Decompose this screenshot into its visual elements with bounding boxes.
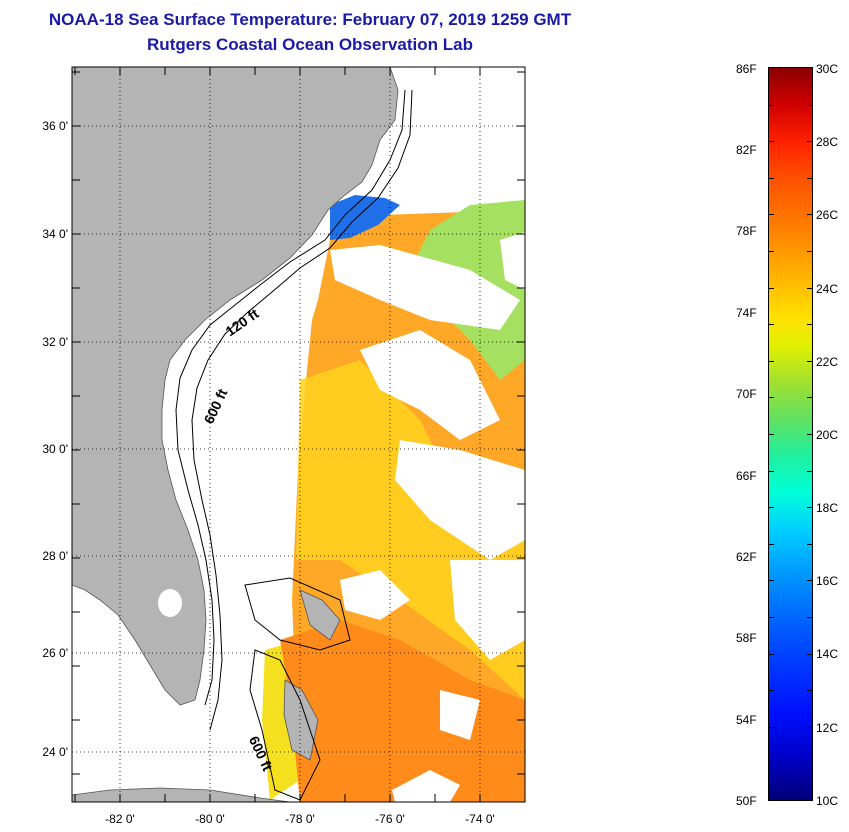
- colorbar-tick: [769, 470, 774, 472]
- cb-c-26: 26C: [816, 208, 839, 222]
- colorbar-tick: [807, 543, 812, 545]
- cb-c-22: 22C: [816, 355, 839, 369]
- colorbar-tick: [807, 324, 812, 326]
- lon-label-80: -80 0': [195, 812, 225, 826]
- colorbar-tick: [769, 617, 774, 618]
- colorbar-tick: [769, 177, 774, 179]
- lon-label-78: -78 0': [285, 812, 315, 826]
- lat-label-36: 36 0': [42, 119, 68, 133]
- colorbar-tick: [807, 397, 812, 399]
- colorbar-tick: [807, 251, 812, 252]
- lon-label-82: -82 0': [105, 812, 135, 826]
- colorbar-tick: [807, 726, 812, 728]
- lon-label-74: -74 0': [465, 812, 495, 826]
- lat-label-30: 30 0': [42, 442, 68, 456]
- lat-label-26: 26 0': [42, 646, 68, 660]
- cb-c-18: 18C: [816, 501, 839, 515]
- cb-c-10: 10C: [816, 794, 839, 808]
- lon-label-76: -76 0': [375, 812, 405, 826]
- colorbar-tick: [769, 251, 774, 252]
- cb-f-70: 70F: [736, 387, 757, 401]
- land-andros: [283, 679, 319, 761]
- cb-f-74: 74F: [736, 306, 757, 320]
- colorbar-tick: [769, 580, 774, 582]
- lat-label-28: 28 0': [42, 549, 68, 563]
- sst-swath-cold: [330, 195, 400, 240]
- contour-bahamas: [244, 577, 351, 651]
- graticule: [72, 67, 525, 802]
- lat-label-24: 24 0': [42, 745, 68, 759]
- map-subtitle: Rutgers Coastal Ocean Observation Lab: [147, 35, 473, 54]
- colorbar-tick: [807, 141, 812, 143]
- colorbar-tick: [807, 653, 812, 655]
- colorbar-tick: [769, 104, 774, 106]
- lat-label-34: 34 0': [42, 227, 68, 241]
- land-us-coast: [72, 67, 399, 706]
- cb-f-54: 54F: [736, 713, 757, 727]
- colorbar-tick: [807, 177, 812, 179]
- cb-f-58: 58F: [736, 631, 757, 645]
- cb-c-16: 16C: [816, 574, 839, 588]
- colorbar-tick: [769, 214, 774, 216]
- colorbar-tick: [807, 287, 812, 289]
- colorbar-tick: [769, 690, 774, 692]
- colorbar-tick: [807, 763, 812, 765]
- colorbar-tick: [807, 104, 812, 106]
- cb-c-20: 20C: [816, 428, 839, 442]
- colorbar-tick: [769, 324, 774, 326]
- colorbar-tick: [769, 434, 774, 435]
- map-area: [72, 67, 525, 802]
- cb-f-62: 62F: [736, 550, 757, 564]
- colorbar-tick: [807, 690, 812, 692]
- cb-c-30: 30C: [816, 62, 839, 76]
- cb-c-24: 24C: [816, 282, 839, 296]
- lat-label-32: 32 0': [42, 335, 68, 349]
- cb-f-50: 50F: [736, 794, 757, 808]
- colorbar-tick: [769, 397, 774, 399]
- colorbar-tick: [807, 214, 812, 216]
- cb-c-14: 14C: [816, 647, 839, 661]
- map-title: NOAA-18 Sea Surface Temperature: Februar…: [48, 10, 572, 29]
- colorbar-tick: [769, 543, 774, 545]
- sst-swath-darkorange: [280, 620, 525, 802]
- colorbar-tick: [769, 507, 774, 509]
- cb-c-12: 12C: [816, 721, 839, 735]
- temperature-colorbar: [768, 67, 813, 801]
- lake-okeechobee: [158, 589, 182, 617]
- colorbar-tick: [807, 360, 812, 362]
- cb-f-86: 86F: [736, 62, 757, 76]
- contour-600ft: [191, 89, 413, 731]
- colorbar-tick: [769, 360, 774, 362]
- cb-f-78: 78F: [736, 224, 757, 238]
- colorbar-tick: [769, 141, 774, 143]
- land-cuba: [72, 787, 291, 802]
- cb-f-82: 82F: [736, 143, 757, 157]
- colorbar-tick: [807, 580, 812, 582]
- colorbar-tick: [807, 470, 812, 472]
- colorbar-tick: [807, 434, 812, 435]
- colorbar-tick: [769, 763, 774, 765]
- cb-f-66: 66F: [736, 469, 757, 483]
- colorbar-tick: [769, 287, 774, 289]
- cb-c-28: 28C: [816, 135, 839, 149]
- map-frame: [71, 66, 526, 803]
- contour-120ft: [175, 89, 406, 706]
- map-ticks: [72, 67, 525, 802]
- colorbar-tick: [769, 726, 774, 728]
- colorbar-tick: [807, 617, 812, 618]
- colorbar-tick: [769, 653, 774, 655]
- land-bahamas: [299, 589, 341, 641]
- cloud-mask: [299, 89, 525, 802]
- colorbar-tick: [807, 507, 812, 509]
